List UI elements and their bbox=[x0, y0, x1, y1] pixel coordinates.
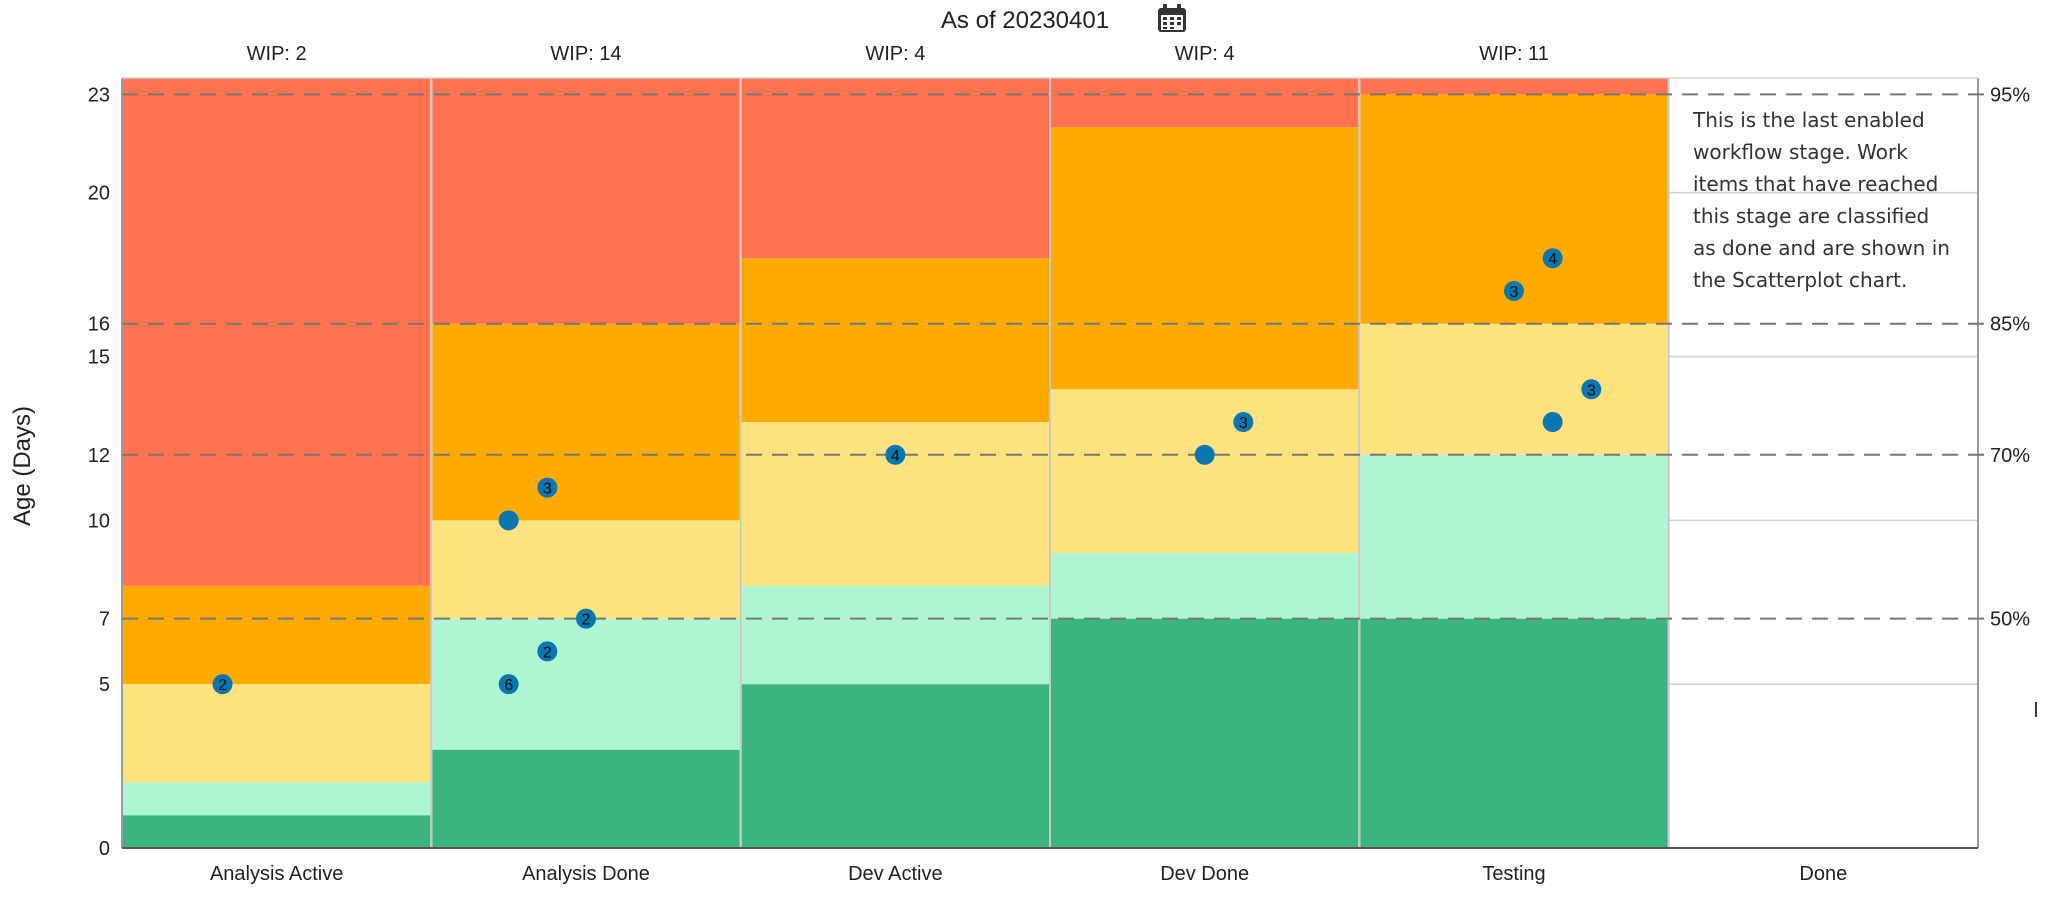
y-tick-7: 16 bbox=[88, 314, 110, 336]
work-item-count-12: 3 bbox=[1510, 284, 1519, 301]
work-item-dot-5 bbox=[498, 510, 519, 531]
wip-label-5: WIP: 11 bbox=[1479, 43, 1549, 65]
band-2-5 bbox=[432, 78, 740, 324]
work-item-count-11: 3 bbox=[1587, 382, 1596, 399]
band-4-2 bbox=[1051, 553, 1359, 619]
text-cursor-icon: I bbox=[2033, 698, 2039, 722]
work-item-count-1: 2 bbox=[218, 677, 227, 694]
band-5-3 bbox=[1360, 323, 1668, 455]
band-1-5 bbox=[123, 78, 431, 586]
band-1-1 bbox=[123, 815, 431, 848]
y-tick-3: 7 bbox=[99, 609, 110, 631]
y-tick-1: 0 bbox=[99, 838, 110, 860]
band-1-2 bbox=[123, 782, 431, 816]
work-item-count-3: 2 bbox=[543, 644, 552, 661]
band-5-2 bbox=[1360, 454, 1668, 619]
work-item-dot-1 bbox=[212, 674, 233, 695]
band-1-4 bbox=[123, 585, 431, 685]
band-3-5 bbox=[741, 78, 1049, 259]
percentile-bands bbox=[123, 78, 1668, 848]
work-item-dot-9 bbox=[1233, 412, 1254, 433]
work-item-dot-2 bbox=[498, 674, 519, 695]
done-grid-lines bbox=[1668, 191, 1978, 685]
work-item-dot-12 bbox=[1504, 280, 1524, 301]
work-item-count-2: 6 bbox=[504, 677, 513, 694]
y-axis-label: Age (Days) bbox=[9, 406, 36, 526]
wip-labels: WIP: 2 WIP: 14 WIP: 4 WIP: 4 WIP: 11 bbox=[247, 43, 1549, 65]
y-tick-9: 23 bbox=[88, 84, 110, 106]
work-item-dot-8 bbox=[1194, 444, 1215, 465]
work-item-dot-10 bbox=[1542, 412, 1563, 433]
band-4-3 bbox=[1051, 389, 1359, 554]
band-3-4 bbox=[741, 258, 1049, 423]
work-item-count-4: 2 bbox=[582, 612, 591, 629]
band-1-3 bbox=[123, 684, 431, 783]
y-tick-4: 10 bbox=[88, 510, 110, 532]
band-5-1 bbox=[1360, 618, 1668, 848]
y-tick-5: 12 bbox=[88, 445, 110, 467]
wip-label-2: WIP: 14 bbox=[550, 43, 621, 65]
band-4-5 bbox=[1051, 78, 1359, 128]
band-3-2 bbox=[741, 585, 1049, 685]
work-item-dot-13 bbox=[1542, 248, 1563, 269]
y-axis-ticks: 0 5 7 10 12 15 16 20 23 bbox=[88, 84, 110, 860]
chart-frame bbox=[121, 77, 1979, 849]
stage-label-4: Dev Done bbox=[1160, 863, 1249, 885]
work-item-dot-7 bbox=[885, 444, 906, 465]
percentile-label-2: 70% bbox=[1990, 445, 2030, 467]
work-item-dot-3 bbox=[537, 641, 558, 662]
band-4-1 bbox=[1051, 618, 1359, 848]
done-stage-note: This is the last enabled workflow stage.… bbox=[1693, 108, 1950, 292]
stage-label-1: Analysis Active bbox=[210, 863, 343, 885]
stage-labels: Analysis Active Analysis Done Dev Active De… bbox=[210, 863, 1847, 885]
percentile-label-1: 50% bbox=[1990, 609, 2030, 631]
work-item-dot-4 bbox=[576, 608, 596, 629]
percentile-lines: 50% 70% 85% 95% bbox=[122, 84, 2030, 631]
band-3-1 bbox=[741, 684, 1049, 848]
stage-label-2: Analysis Done bbox=[522, 863, 650, 885]
work-item-count-6: 3 bbox=[543, 481, 552, 498]
band-5-5 bbox=[1360, 78, 1668, 95]
work-item-count-7: 4 bbox=[891, 448, 900, 465]
band-2-1 bbox=[432, 749, 740, 848]
band-2-3 bbox=[432, 520, 740, 619]
y-tick-2: 5 bbox=[99, 674, 110, 696]
wip-label-4: WIP: 4 bbox=[1175, 43, 1235, 65]
band-4-4 bbox=[1051, 127, 1359, 390]
band-2-4 bbox=[432, 323, 740, 521]
work-item-dots: 2 6 2 2 3 4 3 3 3 4 bbox=[212, 248, 1602, 695]
work-item-dot-6 bbox=[537, 477, 558, 498]
wip-label-1: WIP: 2 bbox=[247, 43, 307, 65]
work-item-dot-11 bbox=[1581, 379, 1602, 400]
stage-label-5: Testing bbox=[1482, 863, 1545, 885]
wip-label-3: WIP: 4 bbox=[865, 43, 925, 65]
calendar-icon[interactable] bbox=[1158, 4, 1186, 32]
percentile-label-4: 95% bbox=[1990, 84, 2030, 106]
y-tick-8: 20 bbox=[88, 183, 110, 205]
stage-label-3: Dev Active bbox=[848, 863, 942, 885]
y-tick-6: 15 bbox=[88, 347, 110, 369]
percentile-label-3: 85% bbox=[1990, 314, 2030, 336]
chart-title: As of 20230401 bbox=[941, 7, 1109, 34]
work-item-count-13: 4 bbox=[1548, 251, 1557, 268]
band-2-2 bbox=[432, 618, 740, 750]
work-item-count-9: 3 bbox=[1239, 415, 1248, 432]
stage-label-6: Done bbox=[1799, 863, 1847, 885]
